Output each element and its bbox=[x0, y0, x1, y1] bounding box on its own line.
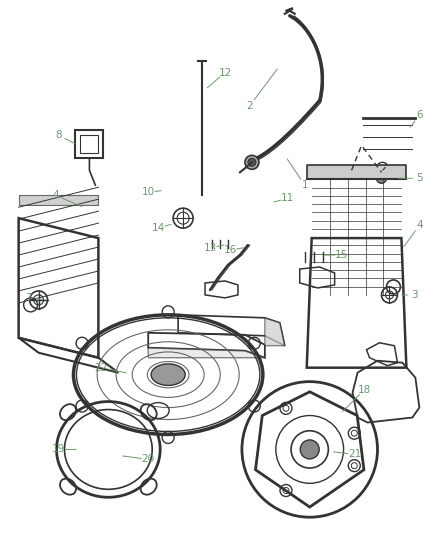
Text: 8: 8 bbox=[55, 131, 62, 140]
Circle shape bbox=[248, 158, 256, 166]
Text: 12: 12 bbox=[219, 68, 232, 78]
Text: 5: 5 bbox=[416, 173, 423, 183]
Text: 3: 3 bbox=[411, 290, 418, 300]
Text: 22: 22 bbox=[94, 362, 107, 373]
Text: 16: 16 bbox=[223, 245, 237, 255]
Text: 20: 20 bbox=[141, 455, 155, 464]
Ellipse shape bbox=[151, 364, 185, 385]
Text: 4: 4 bbox=[52, 190, 59, 200]
Text: 13: 13 bbox=[203, 243, 217, 253]
Text: 6: 6 bbox=[416, 110, 423, 120]
Text: 11: 11 bbox=[281, 193, 294, 203]
Text: 14: 14 bbox=[152, 223, 165, 233]
Text: 19: 19 bbox=[52, 445, 65, 455]
Polygon shape bbox=[148, 348, 265, 358]
Circle shape bbox=[245, 155, 259, 169]
Ellipse shape bbox=[300, 440, 319, 459]
Text: 15: 15 bbox=[335, 250, 348, 260]
Text: 1: 1 bbox=[301, 180, 308, 190]
Text: 21: 21 bbox=[348, 449, 361, 459]
Text: 4: 4 bbox=[416, 220, 423, 230]
Circle shape bbox=[377, 173, 386, 183]
Text: 18: 18 bbox=[358, 385, 371, 394]
Polygon shape bbox=[265, 318, 285, 346]
Text: 10: 10 bbox=[141, 187, 155, 197]
Text: 7: 7 bbox=[25, 293, 32, 303]
Text: 2: 2 bbox=[247, 101, 253, 110]
